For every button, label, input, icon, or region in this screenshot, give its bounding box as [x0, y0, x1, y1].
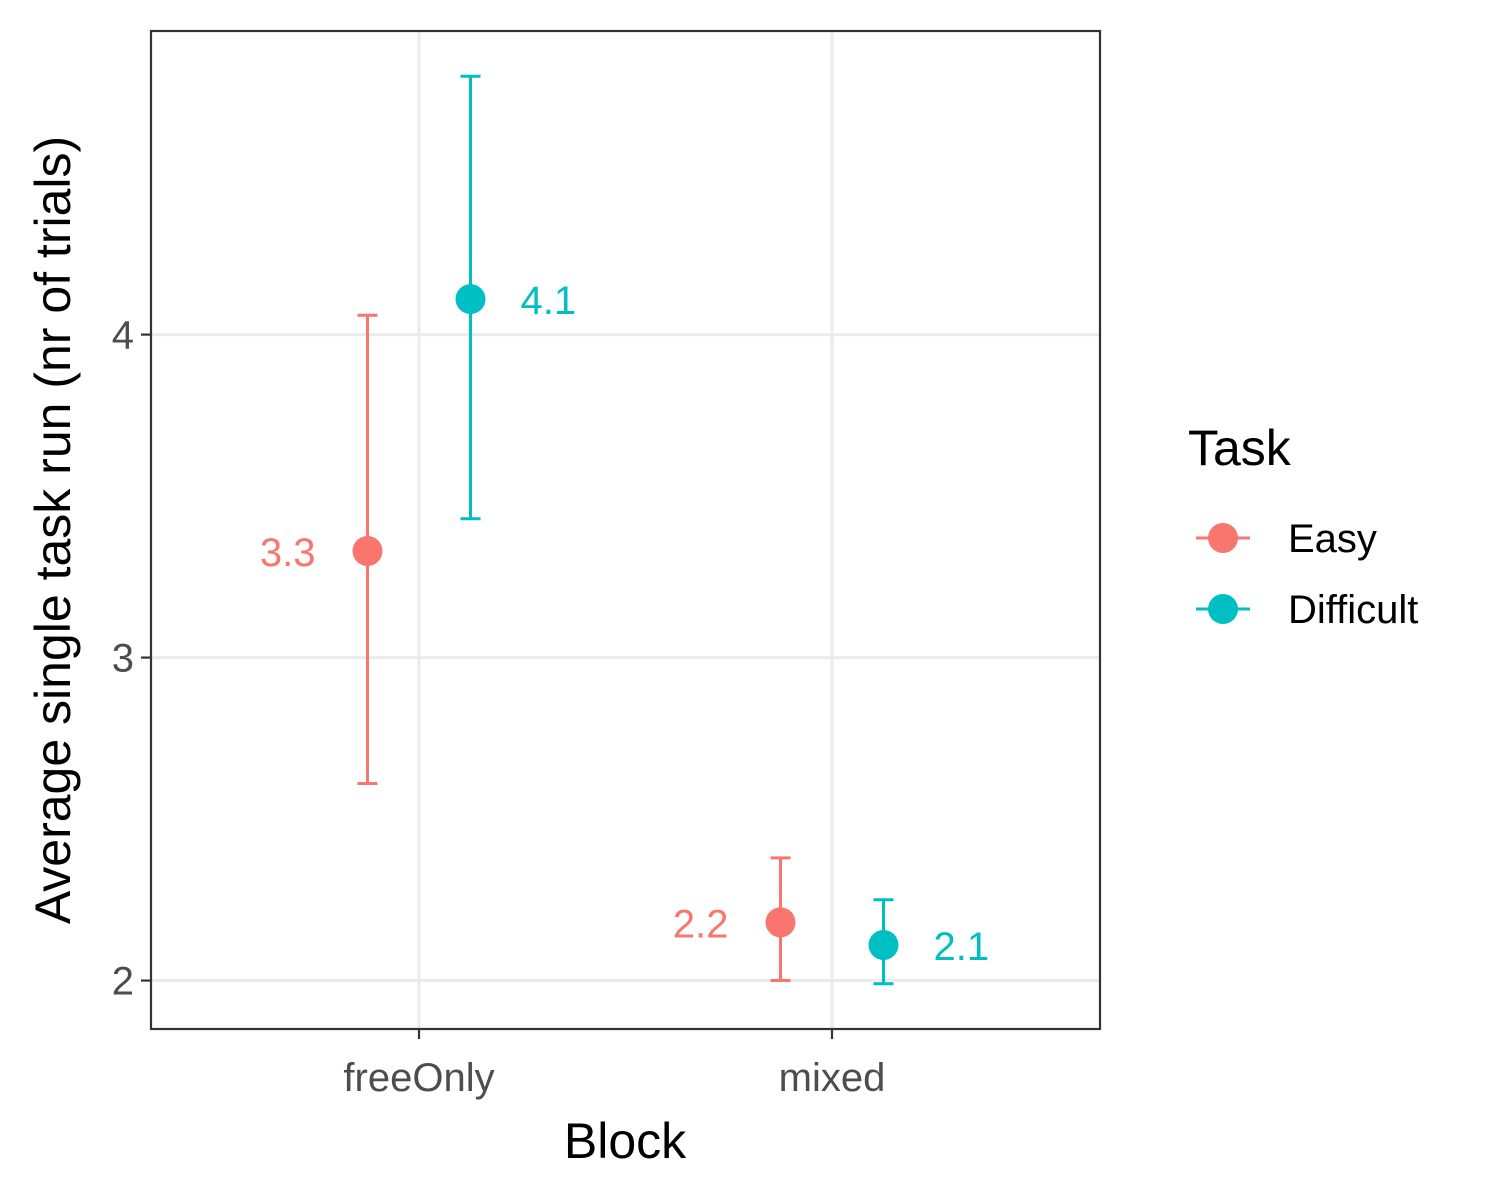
- data-label-easy-freeOnly: 3.3: [260, 531, 316, 575]
- y-axis: 2 3 4: [112, 314, 151, 1004]
- y-tick-label-2: 2: [112, 960, 134, 1004]
- plot-panel: [151, 31, 1100, 1029]
- grid-lines: [151, 31, 1100, 1029]
- y-tick-label-4: 4: [112, 314, 134, 358]
- data-label-easy-mixed: 2.2: [673, 902, 729, 946]
- point-easy-freeOnly: [352, 535, 383, 566]
- x-tick-label-mixed: mixed: [779, 1056, 886, 1100]
- legend-title: Task: [1188, 420, 1292, 476]
- x-axis: freeOnly mixed: [343, 1029, 885, 1100]
- point-easy-mixed: [765, 907, 796, 938]
- point-difficult-freeOnly: [455, 284, 486, 315]
- plot-border: [149, 29, 1102, 1031]
- legend-item-easy: Easy: [1196, 517, 1377, 561]
- legend-item-difficult: Difficult: [1196, 588, 1418, 632]
- legend-label-difficult: Difficult: [1288, 588, 1418, 632]
- y-tick-label-3: 3: [112, 637, 134, 681]
- data-labels: 3.3 2.2 4.1 2.1: [260, 279, 989, 969]
- y-axis-title: Average single task run (nr of trials): [25, 136, 81, 924]
- legend-key-point: [1208, 523, 1238, 553]
- data-points: [352, 284, 899, 961]
- point-difficult-mixed: [868, 930, 899, 961]
- data-label-difficult-mixed: 2.1: [934, 925, 990, 969]
- legend-key-point: [1208, 594, 1238, 624]
- x-tick-label-freeOnly: freeOnly: [343, 1056, 494, 1100]
- x-axis-title: Block: [564, 1113, 687, 1169]
- legend: Task Easy Difficult: [1188, 420, 1418, 632]
- data-label-difficult-freeOnly: 4.1: [521, 279, 577, 323]
- legend-label-easy: Easy: [1288, 517, 1377, 561]
